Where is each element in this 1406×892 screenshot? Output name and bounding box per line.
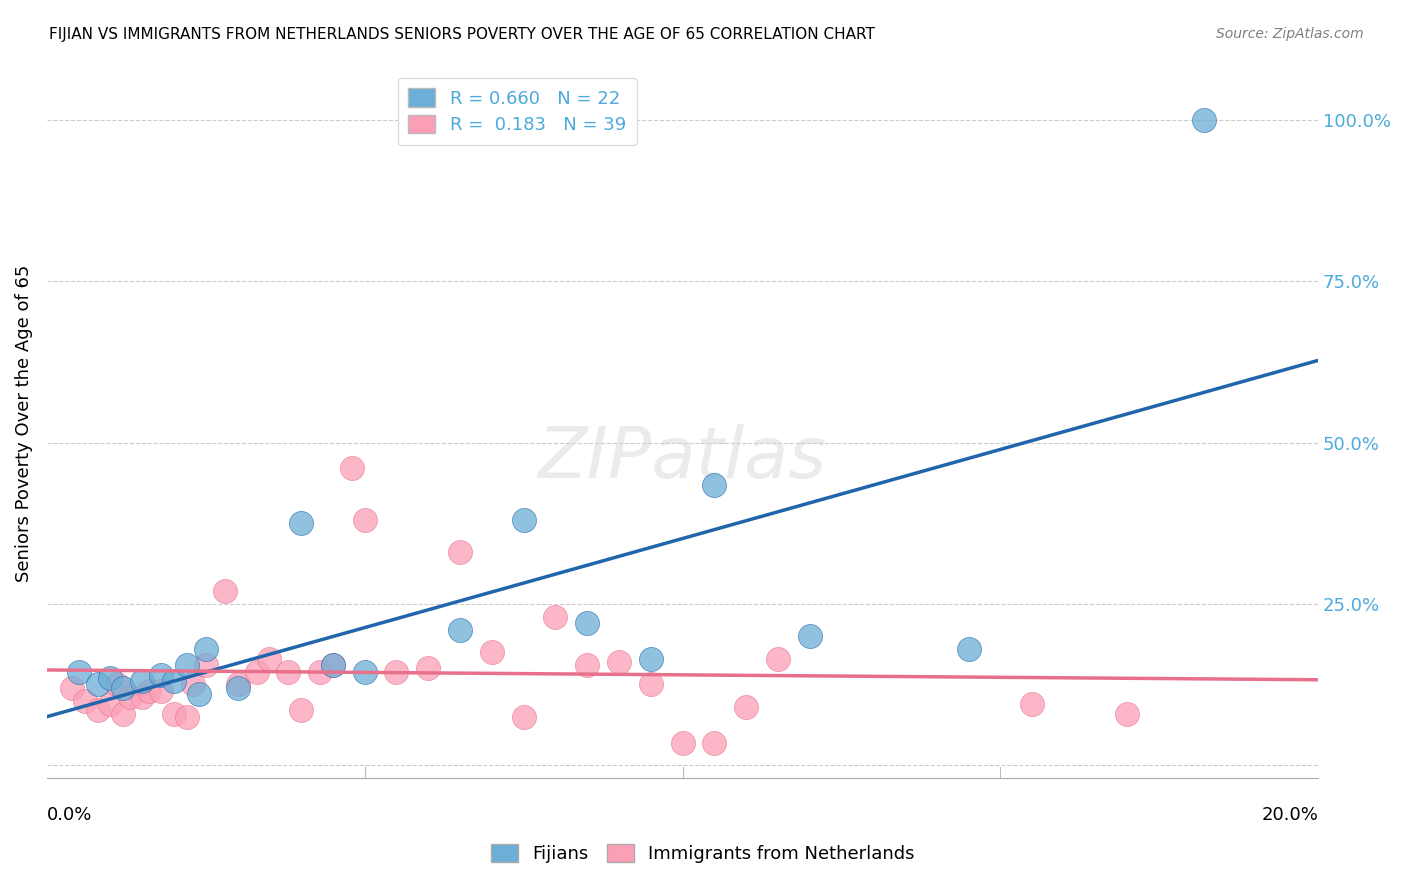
Point (194, 658, 217, 673)
Point (322, 658, 344, 673)
Point (799, 629, 821, 643)
Point (290, 703, 312, 717)
Point (703, 477, 725, 491)
Point (163, 674, 186, 689)
Point (957, 642, 980, 657)
Point (576, 616, 599, 631)
Point (112, 706, 135, 721)
Point (226, 681, 249, 695)
Point (1116, 706, 1139, 721)
Point (309, 665, 332, 679)
Point (246, 665, 269, 679)
Text: FIJIAN VS IMMIGRANTS FROM NETHERLANDS SENIORS POVERTY OVER THE AGE OF 65 CORRELA: FIJIAN VS IMMIGRANTS FROM NETHERLANDS SE… (49, 27, 875, 42)
Point (181, 677, 204, 691)
Point (512, 710, 534, 724)
Text: ZIPatlas: ZIPatlas (538, 425, 827, 493)
Text: Source: ZipAtlas.com: Source: ZipAtlas.com (1216, 27, 1364, 41)
Point (67, 665, 90, 679)
Point (512, 513, 534, 527)
Point (100, 671, 122, 685)
Point (73, 693, 96, 707)
Point (131, 674, 153, 689)
Point (150, 684, 173, 698)
Point (259, 651, 281, 665)
Point (138, 684, 160, 698)
Text: 20.0%: 20.0% (1261, 806, 1319, 824)
Point (640, 651, 662, 665)
Point (385, 665, 408, 679)
Point (290, 516, 312, 531)
Legend: R = 0.660   N = 22, R =  0.183   N = 39: R = 0.660 N = 22, R = 0.183 N = 39 (398, 78, 637, 145)
Point (340, 461, 363, 475)
Point (322, 658, 344, 673)
Point (226, 677, 249, 691)
Point (87, 677, 110, 691)
Point (176, 710, 198, 724)
Point (60, 681, 83, 695)
Point (1021, 697, 1043, 711)
Point (176, 658, 198, 673)
Point (214, 584, 236, 599)
Point (735, 700, 758, 714)
Point (449, 545, 471, 559)
Legend: Fijians, Immigrants from Netherlands: Fijians, Immigrants from Netherlands (481, 833, 925, 874)
Point (544, 609, 567, 624)
Point (418, 661, 440, 675)
Point (703, 735, 725, 749)
Text: 0.0%: 0.0% (46, 806, 93, 824)
Point (353, 665, 375, 679)
Point (449, 623, 471, 637)
Point (1192, 113, 1215, 128)
Point (100, 697, 122, 711)
Point (766, 651, 789, 665)
Point (163, 706, 186, 721)
Point (131, 690, 153, 705)
Point (118, 690, 141, 705)
Point (194, 642, 217, 657)
Point (576, 658, 599, 673)
Point (277, 665, 299, 679)
Point (353, 513, 375, 527)
Point (640, 677, 662, 691)
Point (112, 681, 135, 695)
Y-axis label: Seniors Poverty Over the Age of 65: Seniors Poverty Over the Age of 65 (15, 265, 32, 582)
Point (150, 668, 173, 682)
Point (671, 735, 693, 749)
Point (105, 677, 128, 691)
Point (607, 655, 630, 669)
Point (87, 703, 110, 717)
Point (481, 645, 503, 659)
Point (188, 687, 211, 701)
